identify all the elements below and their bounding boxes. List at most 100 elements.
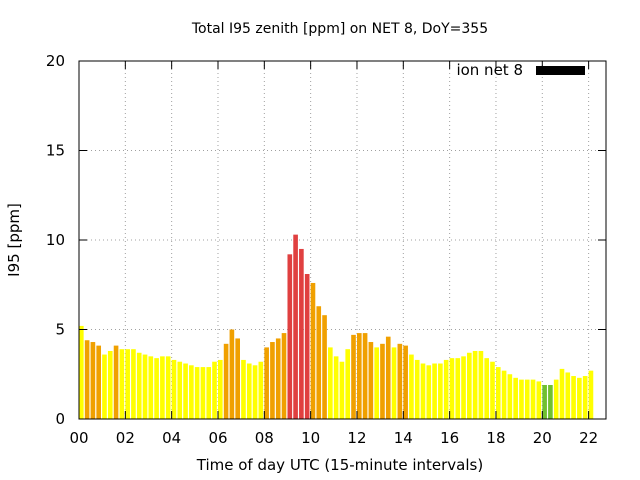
bar [79, 325, 84, 419]
bar [345, 349, 351, 419]
bar [125, 349, 130, 419]
y-axis-label: I95 [ppm] [5, 203, 23, 277]
bar [287, 254, 293, 419]
bar [495, 367, 501, 419]
bar [217, 359, 223, 419]
x-tick-label: 04 [162, 429, 181, 447]
bar [102, 354, 107, 419]
bar [559, 368, 565, 419]
bar [119, 349, 125, 419]
bar [380, 343, 385, 419]
bar [443, 359, 449, 419]
bar [368, 342, 374, 419]
bar [293, 234, 298, 419]
bar [403, 345, 408, 419]
bar [310, 282, 316, 419]
bar [420, 363, 426, 419]
bar [177, 361, 183, 419]
chart-title: Total I95 zenith [ppm] on NET 8, DoY=355 [191, 21, 488, 37]
bar [154, 358, 159, 419]
bar [136, 352, 142, 419]
bar [189, 365, 194, 419]
bar [356, 333, 362, 419]
y-tick-label: 5 [55, 321, 65, 339]
y-tick-label: 20 [46, 52, 65, 70]
bar [553, 379, 559, 419]
bar [426, 365, 432, 419]
bar [374, 347, 379, 419]
bar [333, 356, 339, 419]
bar [299, 248, 304, 419]
bar [507, 374, 513, 419]
x-tick-label: 12 [347, 429, 366, 447]
ticks [78, 60, 606, 420]
bar [229, 329, 235, 419]
bar [107, 350, 113, 419]
bar [142, 354, 148, 419]
bar [160, 356, 165, 419]
x-tick-label: 22 [579, 429, 598, 447]
y-tick-label: 0 [55, 410, 65, 428]
bar [461, 356, 466, 419]
bar [281, 333, 287, 419]
bar [588, 370, 594, 419]
bar [235, 338, 240, 419]
bar [206, 367, 212, 419]
bar [524, 379, 530, 419]
bar [131, 349, 136, 419]
x-tick-labels: 00 02 04 06 08 10 12 14 16 18 20 22 [69, 429, 598, 447]
bar [571, 376, 576, 419]
bar [96, 345, 102, 419]
x-tick-label: 10 [301, 429, 320, 447]
bar [530, 379, 536, 419]
bar [438, 363, 443, 419]
bar [513, 377, 518, 419]
x-tick-label: 18 [486, 429, 505, 447]
bar [241, 359, 246, 419]
x-tick-label: 14 [394, 429, 413, 447]
bar [264, 347, 269, 419]
x-tick-label: 02 [116, 429, 135, 447]
bar [90, 342, 96, 419]
bar [472, 350, 478, 419]
x-tick-label: 20 [533, 429, 552, 447]
x-tick-label: 06 [208, 429, 227, 447]
bar [328, 347, 333, 419]
bar [409, 354, 414, 419]
bar [212, 361, 217, 419]
bar [113, 345, 119, 419]
bar [171, 359, 177, 419]
bar [258, 361, 264, 419]
y-tick-label: 15 [46, 142, 65, 160]
bar [183, 363, 188, 419]
bar [200, 367, 206, 419]
bar [270, 342, 275, 419]
bar [304, 274, 310, 419]
legend-label: ion net 8 [456, 61, 523, 79]
bar [548, 384, 553, 419]
bar [339, 361, 345, 419]
legend-swatch [536, 66, 585, 75]
bar [351, 334, 356, 419]
bar [432, 363, 437, 419]
bars [79, 234, 594, 419]
bar [252, 365, 258, 419]
bar [467, 352, 472, 419]
bar [501, 370, 507, 419]
y-tick-labels: 0 5 10 15 20 [46, 52, 65, 428]
x-tick-label: 16 [440, 429, 459, 447]
x-tick-label: 08 [255, 429, 274, 447]
bar [275, 338, 281, 419]
bar [397, 343, 403, 419]
bar [165, 356, 171, 419]
bar [414, 359, 420, 419]
bar [194, 367, 200, 419]
bar [362, 333, 368, 419]
bar [84, 340, 90, 419]
bar [478, 350, 484, 419]
bar [385, 336, 391, 419]
bar [490, 361, 495, 419]
bar [542, 384, 547, 419]
bar [536, 381, 542, 419]
